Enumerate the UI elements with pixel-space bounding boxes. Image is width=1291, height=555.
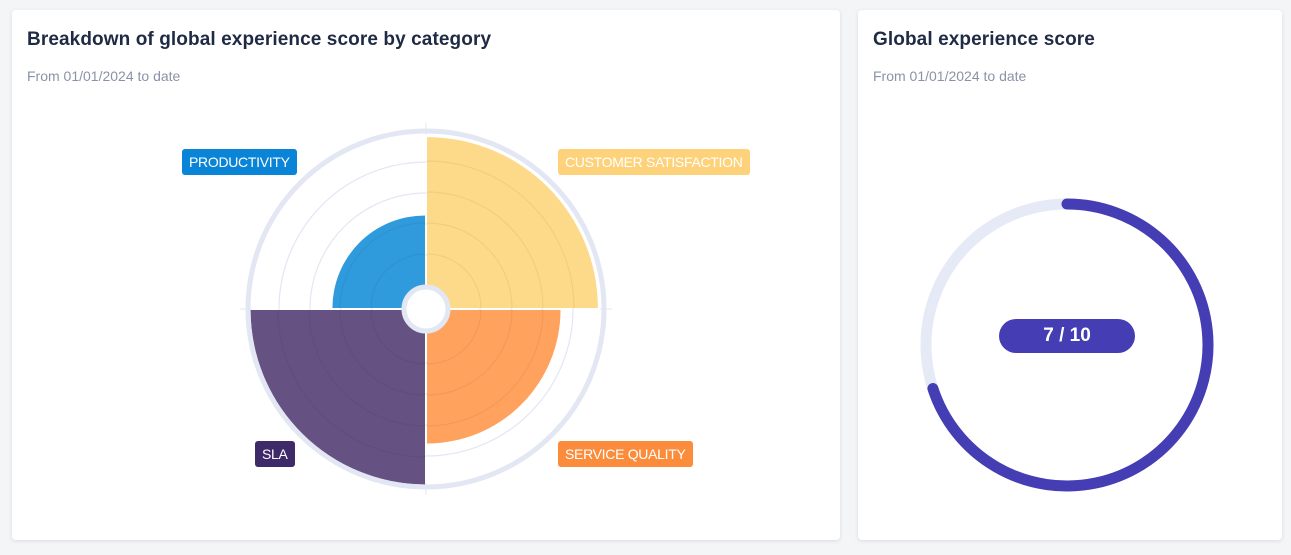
label-service-quality: SERVICE QUALITY [558, 441, 693, 467]
grid-ring-overlay [370, 309, 426, 365]
grid-ring-overlay [339, 222, 426, 309]
breakdown-title: Breakdown of global experience score by … [27, 29, 492, 50]
score-gauge [920, 198, 1214, 492]
global-score-subtitle: From 01/01/2024 to date [873, 68, 1027, 84]
label-customer-satisfaction: CUSTOMER SATISFACTION [558, 149, 750, 175]
grid-ring [278, 161, 574, 457]
breakdown-card: Breakdown of global experience score by … [12, 10, 840, 540]
center-hole [401, 284, 451, 334]
breakdown-subtitle: From 01/01/2024 to date [27, 68, 181, 84]
grid-ring [340, 223, 512, 395]
global-score-card: Global experience score From 01/01/2024 … [858, 10, 1282, 540]
segment-customer-satisfaction [427, 137, 598, 308]
grid-ring-overlay [426, 309, 544, 427]
grid-ring-overlay [426, 309, 513, 396]
label-productivity: PRODUCTIVITY [182, 149, 297, 175]
segment-service-quality [427, 310, 561, 444]
grid-ring-overlay [426, 222, 513, 309]
grid-ring-overlay [426, 309, 482, 365]
score-badge: 7 / 10 [999, 319, 1135, 353]
label-sla: SLA [255, 441, 295, 467]
gauge-value-arc [927, 198, 1214, 492]
grid-ring-overlay [426, 253, 482, 309]
grid-ring-overlay [370, 253, 426, 309]
grid-ring [371, 254, 481, 364]
grid-ring-overlay [339, 309, 426, 396]
grid-ring-overlay [277, 309, 426, 458]
segment-productivity [332, 215, 425, 308]
grid-ring [309, 192, 543, 426]
polar-area-chart [240, 123, 612, 495]
grid-ring-overlay [308, 309, 426, 427]
grid-ring-overlay [426, 160, 575, 309]
segment-sla [250, 310, 425, 485]
global-score-title: Global experience score [873, 29, 1095, 50]
grid-ring-overlay [426, 191, 544, 309]
